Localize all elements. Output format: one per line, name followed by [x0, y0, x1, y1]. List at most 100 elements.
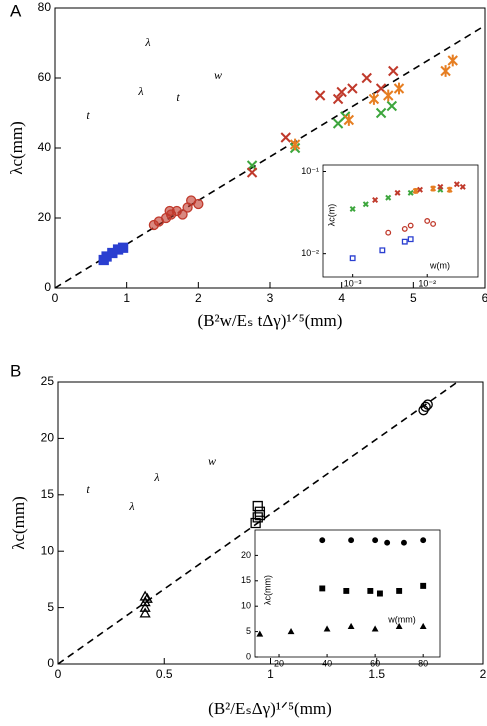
data-point	[416, 186, 423, 193]
data-point	[407, 236, 414, 243]
x-tick-label: 1	[267, 667, 274, 681]
data-point	[343, 114, 355, 126]
data-point	[459, 183, 466, 190]
data-point	[420, 537, 427, 544]
schematic-label: t	[176, 90, 180, 104]
data-point	[401, 225, 408, 232]
y-tick-label: 20	[241, 550, 251, 560]
y-tick-label: 15	[241, 575, 251, 585]
data-point	[361, 72, 372, 84]
data-point	[395, 622, 403, 630]
y-axis-label: λc(mm)	[9, 496, 28, 550]
y-tick-label: 15	[41, 487, 55, 501]
y-tick-label: 40	[38, 140, 52, 154]
data-point	[393, 82, 405, 95]
x-tick-label: 3	[267, 291, 274, 305]
data-point	[289, 138, 301, 151]
data-point	[280, 132, 291, 143]
data-point	[349, 205, 356, 212]
data-point	[164, 205, 175, 217]
data-point	[430, 220, 437, 227]
x-tick-label: 2	[195, 291, 202, 305]
data-point	[396, 588, 403, 594]
data-point	[139, 601, 151, 612]
data-point	[412, 187, 419, 194]
x-tick-label: 4	[338, 291, 345, 305]
schematic-label: t	[86, 482, 90, 496]
y-tick-label: 25	[41, 374, 55, 388]
data-point	[385, 194, 392, 201]
y-tick-label: 20	[38, 210, 52, 224]
y-tick-label: 5	[246, 626, 251, 636]
y-tick-label: 0	[47, 656, 54, 670]
data-point	[372, 537, 379, 544]
data-point	[420, 582, 427, 589]
data-point	[422, 399, 433, 410]
data-point	[347, 83, 358, 94]
data-point	[437, 183, 444, 190]
data-point	[348, 537, 355, 544]
data-point	[319, 537, 326, 544]
data-point	[141, 592, 153, 603]
data-point	[177, 209, 188, 220]
x-tick-label: 40	[322, 658, 332, 668]
data-point	[362, 201, 369, 208]
data-point	[430, 185, 437, 192]
y-axis-label: λc(m)	[326, 204, 336, 227]
y-tick-label: 20	[41, 431, 55, 445]
y-tick-label: 5	[47, 600, 54, 614]
x-tick-label: 6	[482, 291, 487, 305]
data-point	[139, 590, 151, 601]
data-point	[349, 255, 356, 262]
data-point	[336, 86, 347, 98]
schematic-label: λ	[153, 470, 159, 484]
x-tick-label: 10⁻²	[418, 278, 436, 288]
data-point	[314, 90, 326, 101]
data-point	[254, 509, 266, 521]
data-point	[446, 186, 453, 193]
schematic-label: λ	[144, 35, 150, 49]
data-point	[323, 625, 331, 632]
data-point	[332, 93, 344, 105]
y-axis-label: λc(mm)	[262, 575, 272, 605]
fit-line	[57, 381, 458, 665]
data-point	[386, 100, 398, 112]
x-tick-label: 2	[480, 667, 487, 681]
data-point	[447, 54, 458, 67]
x-tick-label: 1.5	[368, 667, 385, 681]
y-tick-label: 10	[241, 601, 251, 611]
x-tick-label: 60	[370, 658, 380, 668]
y-tick-label: 0	[246, 651, 251, 661]
data-point	[385, 229, 392, 236]
data-point	[139, 607, 151, 618]
plot-area	[322, 164, 479, 278]
data-point	[372, 196, 379, 204]
x-tick-label: 5	[410, 291, 417, 305]
data-point	[246, 167, 258, 178]
x-axis-label: (B²w/Eₛ tΔγ)¹ᐟ⁵(mm)	[198, 311, 343, 330]
y-tick-label: 10⁻¹	[301, 166, 319, 176]
x-tick-label: 10⁻³	[344, 278, 362, 288]
data-point	[256, 630, 264, 637]
x-axis-label: (B²/EₛΔγ)¹ᐟ⁵(mm)	[208, 699, 332, 718]
x-tick-label: 80	[418, 658, 428, 668]
data-point	[407, 189, 414, 196]
y-tick-label: 10	[41, 543, 55, 557]
data-point	[388, 65, 399, 77]
data-point	[376, 590, 383, 597]
data-point	[117, 242, 129, 253]
data-point	[343, 588, 350, 594]
data-point	[319, 585, 326, 592]
y-tick-label: 80	[38, 0, 52, 14]
x-axis-label: w(m)	[429, 260, 450, 270]
schematic-label: w	[214, 68, 222, 82]
data-point	[252, 512, 263, 523]
data-point	[287, 627, 295, 635]
schematic-label: w	[208, 454, 216, 468]
data-point	[394, 189, 401, 196]
panel-label: A	[10, 1, 22, 20]
x-tick-label: 0.5	[156, 667, 173, 681]
x-axis-label: w(mm)	[387, 614, 416, 624]
data-point	[375, 107, 387, 119]
data-point	[440, 65, 451, 77]
